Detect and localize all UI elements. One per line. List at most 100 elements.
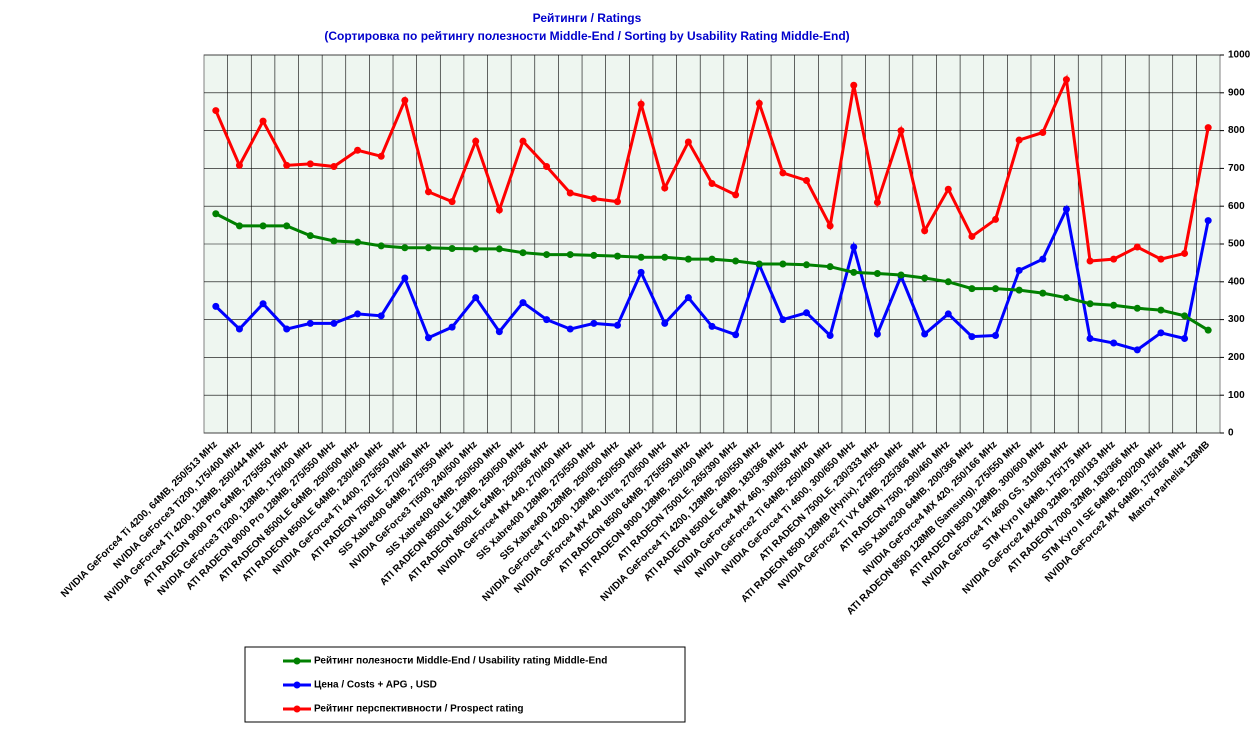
y-tick-label: 0	[1228, 428, 1234, 439]
data-point	[637, 253, 645, 261]
data-point	[921, 330, 929, 338]
legend-marker	[293, 705, 301, 713]
data-point	[755, 99, 763, 107]
data-point	[779, 316, 787, 324]
chart-subtitle: (Сортировка по рейтингу полезности Middl…	[324, 29, 849, 43]
legend	[244, 646, 686, 723]
data-point	[306, 232, 314, 240]
data-point	[543, 316, 551, 324]
data-point	[1157, 306, 1165, 314]
data-point	[519, 249, 527, 257]
data-point	[354, 310, 362, 318]
data-point	[1062, 76, 1070, 84]
data-point	[1157, 329, 1165, 337]
data-point	[661, 319, 669, 327]
data-point	[448, 245, 456, 253]
y-tick-label: 300	[1228, 314, 1245, 325]
data-point	[826, 263, 834, 271]
data-point	[212, 107, 220, 115]
data-point	[306, 319, 314, 327]
data-point	[283, 222, 291, 230]
data-point	[873, 269, 881, 277]
data-point	[566, 189, 574, 197]
data-point	[637, 100, 645, 108]
data-point	[1062, 294, 1070, 302]
data-point	[1039, 128, 1047, 136]
data-point	[803, 309, 811, 317]
data-point	[401, 96, 409, 104]
legend-label: Рейтинг перспективности / Prospect ratin…	[314, 704, 524, 715]
data-point	[684, 294, 692, 302]
data-point	[873, 198, 881, 206]
data-point	[590, 251, 598, 259]
data-point	[803, 176, 811, 184]
data-point	[448, 198, 456, 206]
data-point	[850, 243, 858, 251]
data-point	[283, 161, 291, 169]
data-point	[968, 333, 976, 341]
data-point	[1181, 312, 1189, 320]
data-point	[330, 163, 338, 171]
data-point	[1086, 335, 1094, 342]
data-point	[590, 319, 598, 327]
data-point	[330, 319, 338, 327]
data-point	[377, 152, 385, 160]
y-tick-label: 900	[1228, 87, 1245, 98]
data-point	[283, 325, 291, 333]
data-point	[377, 242, 385, 250]
data-point	[708, 180, 716, 188]
data-point	[212, 302, 220, 310]
data-point	[1015, 266, 1023, 274]
data-point	[897, 127, 905, 135]
data-point	[1062, 205, 1070, 213]
data-point	[992, 331, 1000, 339]
data-point	[472, 245, 480, 253]
data-point	[708, 322, 716, 330]
data-point	[732, 257, 740, 265]
data-point	[424, 244, 432, 252]
data-point	[755, 260, 763, 268]
data-point	[566, 251, 574, 259]
data-point	[212, 210, 220, 218]
y-tick-label: 500	[1228, 239, 1245, 250]
data-point	[590, 195, 598, 203]
data-point	[968, 232, 976, 240]
data-point	[850, 81, 858, 89]
data-point	[306, 160, 314, 168]
data-point	[921, 274, 929, 282]
chart-title: Рейтинги / Ratings	[533, 11, 642, 25]
y-tick-label: 600	[1228, 201, 1245, 212]
data-point	[732, 191, 740, 199]
data-point	[330, 237, 338, 245]
data-point	[779, 260, 787, 268]
data-point	[613, 252, 621, 260]
data-point	[1181, 249, 1189, 257]
data-point	[1133, 304, 1141, 312]
data-point	[519, 299, 527, 307]
data-point	[235, 161, 243, 169]
data-point	[944, 278, 952, 286]
data-point	[992, 285, 1000, 293]
data-point	[424, 334, 432, 342]
data-point	[543, 251, 551, 259]
data-point	[543, 163, 551, 171]
legend-label: Цена / Costs + APG , USD	[314, 680, 437, 691]
data-point	[826, 222, 834, 230]
data-point	[495, 328, 503, 336]
data-point	[354, 146, 362, 154]
y-tick-label: 700	[1228, 163, 1245, 174]
data-point	[708, 255, 716, 263]
y-tick-label: 400	[1228, 276, 1245, 287]
data-point	[661, 184, 669, 192]
data-point	[661, 253, 669, 261]
data-point	[944, 185, 952, 193]
data-point	[1086, 300, 1094, 308]
data-point	[803, 261, 811, 269]
data-point	[1110, 301, 1118, 309]
y-tick-label: 800	[1228, 125, 1245, 136]
data-point	[1015, 136, 1023, 144]
data-point	[944, 310, 952, 318]
data-point	[377, 312, 385, 320]
data-point	[992, 215, 1000, 223]
